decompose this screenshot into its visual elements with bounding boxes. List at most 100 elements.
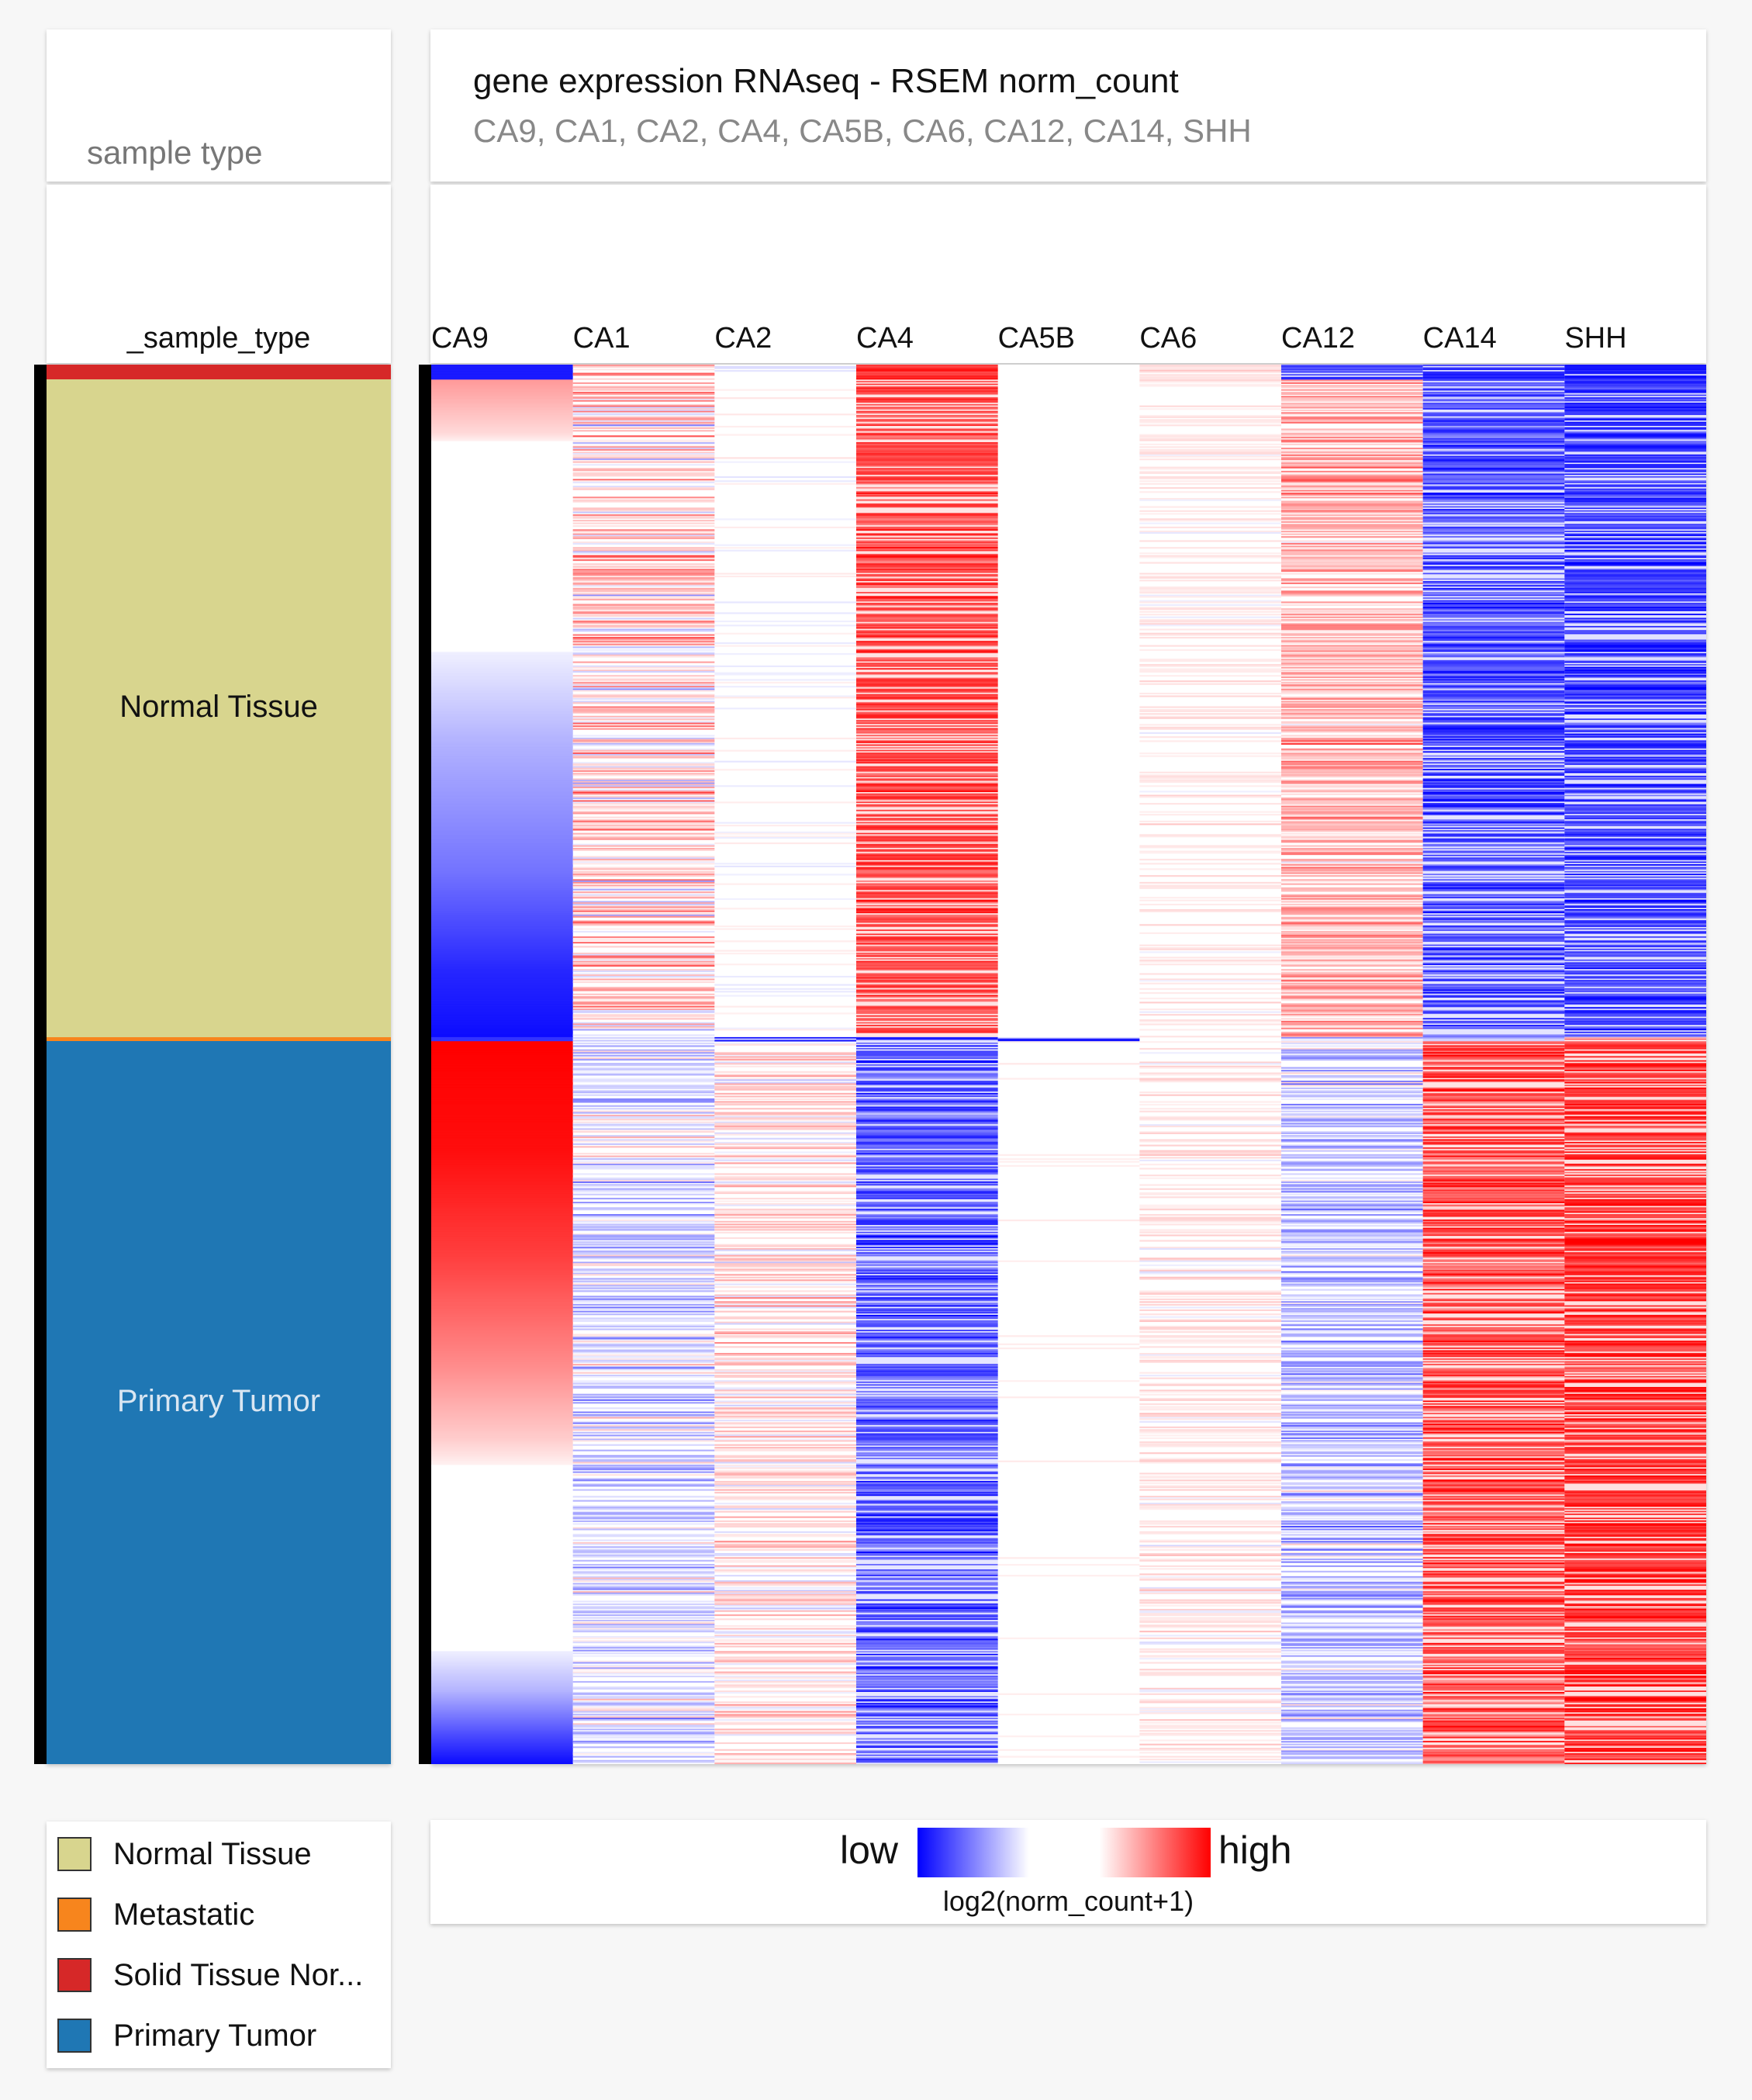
heatmap-cell — [431, 1680, 573, 1683]
heatmap-column-ca1[interactable] — [572, 365, 715, 1763]
heatmap-column-ca12[interactable] — [1281, 365, 1423, 1764]
heatmap-cell — [1139, 1103, 1281, 1106]
heatmap-cell — [714, 1752, 856, 1756]
heatmap-cell — [431, 971, 573, 974]
heatmap-column-ca2[interactable] — [714, 365, 856, 1764]
gene-label-ca2[interactable]: CA2 — [714, 322, 772, 355]
heatmap-cell — [1281, 760, 1423, 763]
heatmap-cell — [572, 1313, 715, 1316]
segment-solid-tissue-normal[interactable] — [47, 365, 391, 380]
heatmap-cell — [1422, 718, 1565, 721]
gene-label-ca1[interactable]: CA1 — [572, 322, 631, 355]
heatmap-cell — [856, 1573, 998, 1576]
heatmap-cell — [431, 1019, 573, 1022]
heatmap-cell — [856, 1400, 998, 1403]
heatmap-cell — [714, 1590, 856, 1592]
heatmap-cell — [1281, 659, 1423, 661]
heatmap-cell — [1422, 1216, 1565, 1219]
heatmap-cell — [856, 890, 998, 892]
heatmap-cell — [856, 491, 998, 493]
heatmap-cell — [856, 521, 998, 523]
heatmap-cell — [431, 756, 573, 759]
heatmap-cell — [1422, 1651, 1565, 1653]
heatmap-cell — [1422, 1458, 1565, 1462]
heatmap-cell — [856, 529, 998, 531]
heatmap-cell — [431, 1101, 573, 1103]
heatmap-cell — [431, 702, 573, 704]
segment-metastatic[interactable] — [47, 1036, 391, 1042]
heatmap-column-scrollbar[interactable] — [419, 365, 431, 1764]
sample-type-header[interactable]: sample type — [47, 29, 391, 182]
heatmap-cell — [1139, 1619, 1281, 1622]
heatmap-cell — [1139, 1375, 1281, 1377]
heatmap-cell — [856, 407, 998, 409]
sample-type-column[interactable]: Normal Tissue Primary Tumor — [47, 365, 391, 1764]
heatmap-cell — [1139, 1460, 1281, 1462]
heatmap-cell — [856, 1483, 998, 1486]
heatmap-column-ca6[interactable] — [1139, 365, 1281, 1763]
gene-label-ca12[interactable]: CA12 — [1281, 322, 1356, 355]
heatmap-cell — [572, 1281, 715, 1283]
heatmap-column-ca4[interactable] — [856, 365, 998, 1764]
heatmap[interactable] — [431, 365, 1706, 1764]
heatmap-cell — [1422, 1060, 1565, 1062]
heatmap-cell — [572, 825, 715, 829]
heatmap-cell — [856, 891, 998, 894]
heatmap-cell — [431, 1389, 573, 1392]
segment-normal-tissue[interactable]: Normal Tissue — [47, 379, 391, 1037]
heatmap-cell — [431, 735, 573, 737]
heatmap-cell — [856, 1606, 998, 1608]
heatmap-cell — [1281, 748, 1423, 751]
sample-column-scrollbar[interactable] — [34, 365, 47, 1764]
heatmap-cell — [431, 1263, 573, 1265]
heatmap-cell — [714, 1597, 856, 1599]
heatmap-cell — [431, 1148, 573, 1150]
heatmap-cell — [714, 1407, 856, 1410]
heatmap-cell — [1422, 1042, 1565, 1045]
segment-primary-tumor[interactable]: Primary Tumor — [47, 1041, 391, 1764]
heatmap-cell — [431, 1110, 573, 1112]
heatmap-cell — [1139, 1429, 1281, 1431]
heatmap-cell — [1422, 475, 1565, 477]
heatmap-cell — [1422, 884, 1565, 887]
gene-label-ca5b[interactable]: CA5B — [997, 322, 1075, 355]
gene-label-ca4[interactable]: CA4 — [856, 322, 914, 355]
heatmap-cell — [856, 1008, 998, 1011]
heatmap-cell — [856, 1648, 998, 1650]
heatmap-cell — [1422, 1588, 1565, 1590]
heatmap-cell — [714, 1279, 856, 1282]
heatmap-cell — [431, 1223, 573, 1226]
heatmap-cell — [572, 1023, 715, 1026]
heatmap-cell — [572, 752, 715, 755]
heatmap-cell — [431, 988, 573, 990]
heatmap-cell — [714, 1757, 856, 1759]
heatmap-cell — [1281, 1289, 1423, 1291]
heatmap-cell — [1422, 597, 1565, 600]
heatmap-column-ca5b[interactable] — [997, 1036, 1140, 1758]
heatmap-cell — [572, 742, 715, 745]
heatmap-cell — [431, 827, 573, 829]
gene-label-ca9[interactable]: CA9 — [431, 322, 489, 355]
heatmap-cell — [1139, 1389, 1281, 1392]
heatmap-cell — [572, 1158, 715, 1161]
heatmap-cell — [1422, 959, 1565, 962]
heatmap-column-ca14[interactable] — [1422, 365, 1565, 1764]
gene-label-shh[interactable]: SHH — [1564, 322, 1627, 355]
heatmap-cell — [856, 1369, 998, 1372]
gene-label-ca14[interactable]: CA14 — [1422, 322, 1497, 355]
gene-label-ca6[interactable]: CA6 — [1139, 322, 1197, 355]
heatmap-cell — [431, 1158, 573, 1161]
heatmap-cell — [1422, 762, 1565, 764]
heatmap-cell — [856, 989, 998, 991]
heatmap-cell — [1422, 1200, 1565, 1202]
heatmap-column-ca9[interactable] — [431, 365, 573, 1764]
heatmap-cell — [572, 1543, 715, 1545]
heatmap-cell — [1281, 1406, 1423, 1408]
heatmap-cell — [1281, 841, 1423, 843]
heatmap-cell — [856, 1752, 998, 1754]
heatmap-cell — [856, 1301, 998, 1303]
heatmap-cell — [856, 648, 998, 650]
heatmap-header[interactable]: gene expression RNAseq - RSEM norm_count… — [430, 29, 1706, 182]
heatmap-cell — [1139, 659, 1281, 662]
heatmap-cell — [856, 1480, 998, 1483]
